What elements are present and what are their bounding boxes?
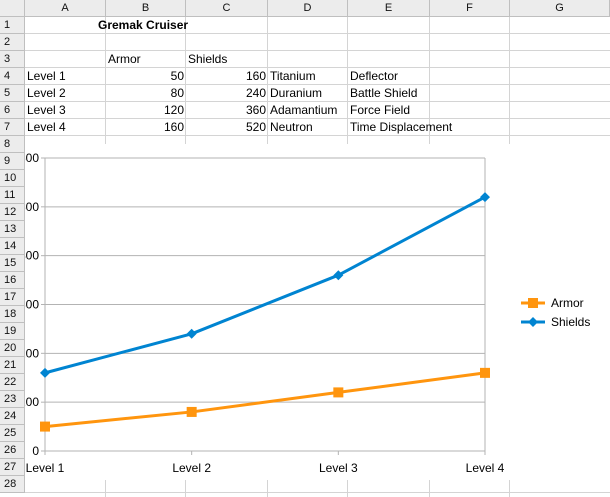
cell-c3-shields-header[interactable]: Shields — [188, 52, 228, 66]
cell-c4-shields[interactable]: 160 — [245, 69, 266, 83]
data-point-armor — [333, 387, 344, 398]
x-tick-label: Level 1 — [26, 461, 65, 475]
y-tick-label: 200 — [25, 346, 39, 360]
column-header-c[interactable]: C — [186, 0, 268, 17]
x-tick-label: Level 4 — [466, 461, 505, 475]
grid-hline — [25, 84, 610, 85]
cell-e6-shield-type[interactable]: Force Field — [350, 103, 411, 117]
data-point-armor — [480, 367, 490, 378]
legend-label-shields: Shields — [551, 315, 590, 329]
row-header-11[interactable]: 11 — [0, 187, 25, 204]
row-header-14[interactable]: 14 — [0, 238, 25, 255]
row-header-24[interactable]: 24 — [0, 408, 25, 425]
select-all-corner[interactable] — [0, 0, 25, 17]
legend-marker-armor — [528, 298, 538, 308]
row-header-2[interactable]: 2 — [0, 34, 25, 51]
cell-a4-level[interactable]: Level 1 — [27, 69, 66, 83]
row-header-25[interactable]: 25 — [0, 425, 25, 442]
cell-b4-armor[interactable]: 50 — [170, 69, 184, 83]
y-tick-label: 600 — [25, 151, 39, 165]
cell-c5-shields[interactable]: 240 — [245, 86, 266, 100]
column-header-d[interactable]: D — [268, 0, 348, 17]
row-header-7[interactable]: 7 — [0, 119, 25, 136]
cell-b3-armor-header[interactable]: Armor — [108, 52, 141, 66]
cell-e4-shield-type[interactable]: Deflector — [350, 69, 399, 83]
row-header-12[interactable]: 12 — [0, 204, 25, 221]
column-header-f[interactable]: F — [430, 0, 510, 17]
x-tick-label: Level 2 — [172, 461, 211, 475]
grid-hline — [25, 118, 610, 119]
row-header-17[interactable]: 17 — [0, 289, 25, 306]
row-header-5[interactable]: 5 — [0, 85, 25, 102]
y-tick-label: 0 — [32, 444, 39, 458]
data-point-armor — [40, 421, 50, 432]
cell-c7-shields[interactable]: 520 — [245, 120, 266, 134]
column-header-a[interactable]: A — [25, 0, 106, 17]
cell-a6-level[interactable]: Level 3 — [27, 103, 66, 117]
legend-marker-shields — [528, 317, 538, 327]
series-line-armor — [44, 371, 486, 429]
cell-b1-title[interactable]: Gremak Cruiser — [98, 18, 189, 32]
row-header-18[interactable]: 18 — [0, 306, 25, 323]
line-chart[interactable]: 0 100 200 300 400 500 600 Level 1 Level 2 Level 3… — [25, 144, 610, 480]
row-header-20[interactable]: 20 — [0, 340, 25, 357]
series-line-shields — [44, 195, 486, 375]
legend-label-armor: Armor — [551, 296, 584, 310]
row-header-3[interactable]: 3 — [0, 51, 25, 68]
grid-hline — [25, 33, 610, 34]
row-header-26[interactable]: 26 — [0, 442, 25, 459]
row-header-13[interactable]: 13 — [0, 221, 25, 238]
column-header-g[interactable]: G — [510, 0, 610, 17]
data-point-shields — [333, 270, 344, 281]
grid-hline — [25, 67, 610, 68]
row-header-15[interactable]: 15 — [0, 255, 25, 272]
cell-a5-level[interactable]: Level 2 — [27, 86, 66, 100]
row-header-8[interactable]: 8 — [0, 136, 25, 153]
cell-a7-level[interactable]: Level 4 — [27, 120, 66, 134]
cell-e5-shield-type[interactable]: Battle Shield — [350, 86, 418, 100]
y-tick-label: 400 — [25, 249, 39, 263]
cell-b7-armor[interactable]: 160 — [163, 120, 184, 134]
grid-hline — [25, 135, 610, 136]
row-header-28[interactable]: 28 — [0, 476, 25, 493]
cell-d7-armor-type[interactable]: Neutron — [270, 120, 313, 134]
data-point-shields — [186, 328, 197, 339]
row-header-27[interactable]: 27 — [0, 459, 25, 476]
row-header-9[interactable]: 9 — [0, 153, 25, 170]
grid-hline — [25, 50, 610, 51]
data-point-shields — [40, 367, 50, 378]
row-header-16[interactable]: 16 — [0, 272, 25, 289]
row-header-4[interactable]: 4 — [0, 68, 25, 85]
row-header-10[interactable]: 10 — [0, 170, 25, 187]
cell-b5-armor[interactable]: 80 — [170, 86, 184, 100]
column-header-b[interactable]: B — [106, 0, 186, 17]
y-tick-label: 300 — [25, 298, 39, 312]
cell-d5-armor-type[interactable]: Duranium — [270, 86, 323, 100]
row-header-22[interactable]: 22 — [0, 374, 25, 391]
row-header-1[interactable]: 1 — [0, 17, 25, 34]
data-point-armor — [186, 406, 197, 417]
cell-e7-shield-type[interactable]: Time Displacement — [350, 120, 453, 134]
row-header-6[interactable]: 6 — [0, 102, 25, 119]
grid-hline — [25, 101, 610, 102]
column-header-e[interactable]: E — [348, 0, 430, 17]
x-tick-label: Level 3 — [319, 461, 358, 475]
cell-c6-shields[interactable]: 360 — [245, 103, 266, 117]
row-header-23[interactable]: 23 — [0, 391, 25, 408]
y-tick-label: 100 — [25, 395, 39, 409]
y-tick-label: 500 — [25, 200, 39, 214]
data-point-shields — [480, 192, 490, 203]
cell-d6-armor-type[interactable]: Adamantium — [270, 103, 338, 117]
row-header-19[interactable]: 19 — [0, 323, 25, 340]
cell-b6-armor[interactable]: 120 — [163, 103, 184, 117]
cell-d4-armor-type[interactable]: Titanium — [270, 69, 316, 83]
grid-hline — [25, 492, 610, 493]
row-header-21[interactable]: 21 — [0, 357, 25, 374]
